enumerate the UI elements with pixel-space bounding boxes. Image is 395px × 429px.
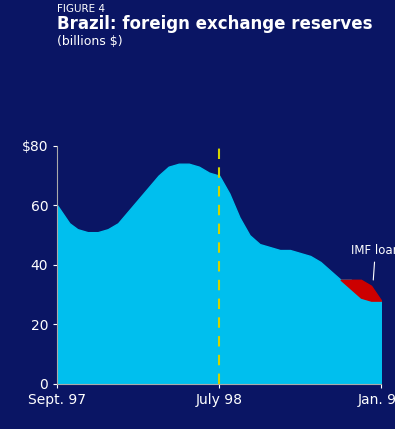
Text: (billions $): (billions $): [57, 35, 123, 48]
Text: Brazil: foreign exchange reserves: Brazil: foreign exchange reserves: [57, 15, 373, 33]
Text: FIGURE 4: FIGURE 4: [57, 4, 105, 14]
Text: IMF loan: IMF loan: [351, 244, 395, 280]
